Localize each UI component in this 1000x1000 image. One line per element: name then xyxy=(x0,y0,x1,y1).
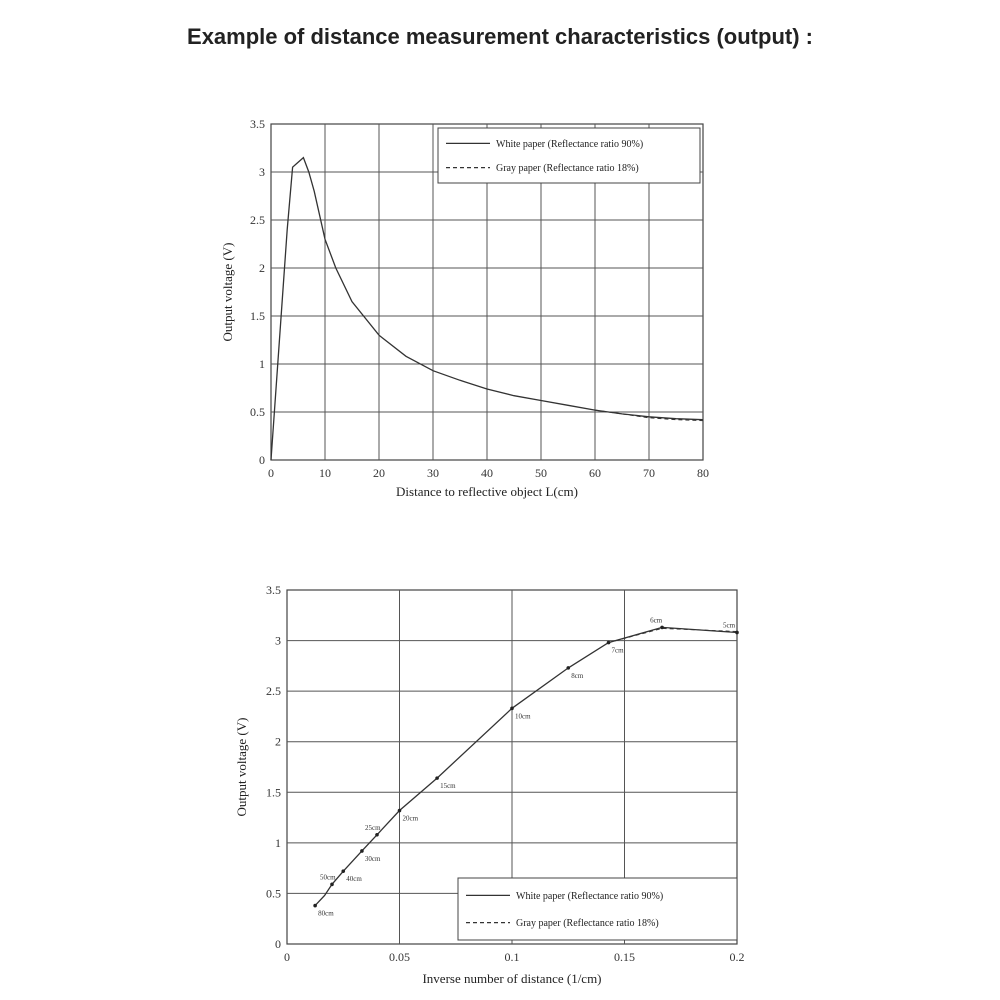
point-label: 8cm xyxy=(571,672,584,680)
x-tick-label: 70 xyxy=(643,466,655,480)
point-label: 80cm xyxy=(318,910,334,918)
data-point xyxy=(606,640,611,645)
x-axis-label: Inverse number of distance (1/cm) xyxy=(422,971,601,986)
y-axis-label: Output voltage (V) xyxy=(234,718,249,817)
chart-2: 0 0.05 0.1 0.15 0.2 0 0.5 1 1.5 2 2.5 3 3.5 Inverse n… xyxy=(234,583,745,986)
data-point xyxy=(510,706,514,711)
y-tick-label: 3.5 xyxy=(250,117,265,131)
y-tick-label: 1.5 xyxy=(266,785,281,799)
y-tick-label: 3 xyxy=(275,634,281,648)
legend-label-2: Gray paper (Reflectance ratio 18%) xyxy=(516,918,659,929)
point-label: 25cm xyxy=(365,824,381,832)
x-tick-label: 80 xyxy=(697,466,709,480)
y-axis-label: Output voltage (V) xyxy=(220,243,235,342)
x-tick-label: 50 xyxy=(535,466,547,480)
point-label: 40cm xyxy=(346,875,362,883)
legend-box xyxy=(457,877,738,941)
x-tick-label: 30 xyxy=(427,466,439,480)
point-label: 10cm xyxy=(515,712,531,720)
x-tick-label: 0.1 xyxy=(505,950,520,964)
x-tick-label: 20 xyxy=(373,466,385,480)
point-label: 50cm xyxy=(320,873,336,881)
y-tick-label: 1.5 xyxy=(250,309,265,323)
legend-label-2: Gray paper (Reflectance ratio 18%) xyxy=(496,163,639,174)
page-title: Example of distance measurement characte… xyxy=(187,24,813,49)
y-tick-label: 1 xyxy=(259,357,265,371)
y-tick-label: 0 xyxy=(275,937,281,951)
y-tick-label: 2 xyxy=(275,735,281,749)
x-tick-label: 0.05 xyxy=(389,950,410,964)
data-point xyxy=(341,869,346,873)
point-label: 5cm xyxy=(723,621,736,629)
y-tick-label: 2.5 xyxy=(266,684,281,698)
data-point xyxy=(735,630,739,635)
series-line-white-paper xyxy=(314,626,738,907)
legend-label-1: White paper (Reflectance ratio 90%) xyxy=(516,891,663,902)
data-point xyxy=(397,808,402,813)
x-tick-label: 0.2 xyxy=(730,950,745,964)
data-point xyxy=(360,849,364,853)
data-point xyxy=(375,832,379,837)
series-line-gray-paper xyxy=(608,627,738,644)
legend-label-1: White paper (Reflectance ratio 90%) xyxy=(496,139,643,150)
y-tick-label: 2 xyxy=(259,261,265,275)
x-axis-label: Distance to reflective object L(cm) xyxy=(396,484,578,499)
chart-1: 0 10 20 30 40 50 60 70 80 0 0.5 1 1.5 2 2.5 3 3.5 Distanc… xyxy=(220,117,709,499)
data-point xyxy=(660,625,664,630)
y-tick-label: 1 xyxy=(275,836,281,850)
y-tick-label: 2.5 xyxy=(250,213,265,227)
x-tick-label: 0 xyxy=(268,466,274,480)
point-label: 30cm xyxy=(365,855,381,863)
x-tick-label: 40 xyxy=(481,466,493,480)
y-tick-label: 3 xyxy=(259,165,265,179)
point-label: 6cm xyxy=(650,616,663,624)
y-tick-label: 0.5 xyxy=(266,886,281,900)
y-tick-label: 3.5 xyxy=(266,583,281,597)
data-point xyxy=(566,666,571,670)
x-tick-label: 0.15 xyxy=(614,950,635,964)
legend-box xyxy=(437,127,701,184)
x-tick-label: 10 xyxy=(319,466,331,480)
point-label: 15cm xyxy=(440,782,456,790)
data-point xyxy=(435,776,439,780)
data-point xyxy=(313,903,317,908)
y-tick-label: 0.5 xyxy=(250,405,265,419)
point-label: 20cm xyxy=(403,814,419,822)
x-tick-label: 0 xyxy=(284,950,290,964)
x-tick-label: 60 xyxy=(589,466,601,480)
data-point xyxy=(330,882,334,887)
y-tick-label: 0 xyxy=(259,453,265,467)
point-label: 7cm xyxy=(612,647,625,655)
